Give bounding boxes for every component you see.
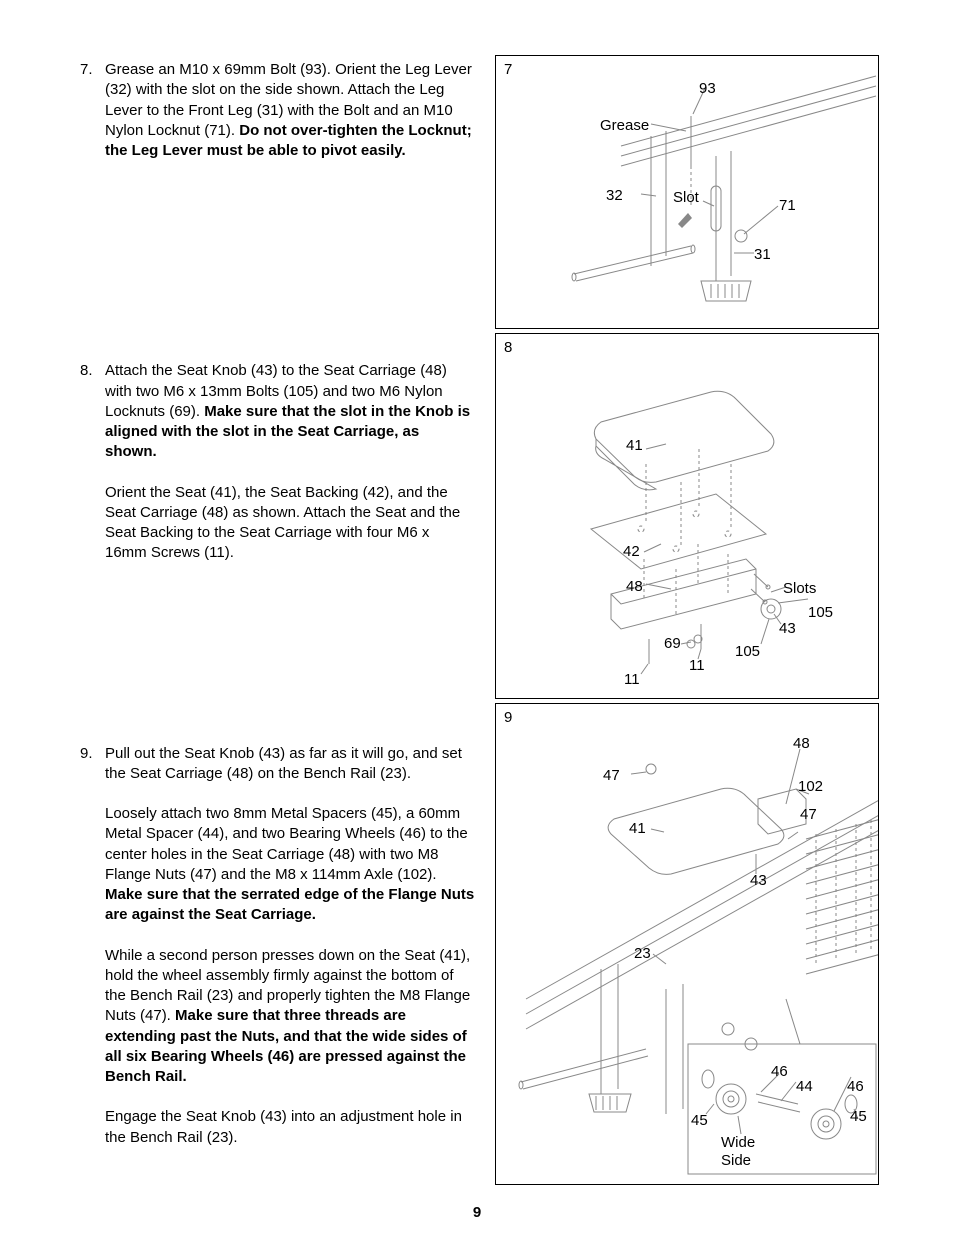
label-43: 43 xyxy=(779,619,796,639)
label-slot: Slot xyxy=(673,188,699,208)
step-number: 7. xyxy=(75,60,105,161)
instruction-step: 8.Attach the Seat Knob (43) to the Seat … xyxy=(75,361,475,563)
label-41: 41 xyxy=(629,819,646,839)
label-11b: 11 xyxy=(689,656,705,676)
step-paragraph: Pull out the Seat Knob (43) as far as it… xyxy=(105,744,475,785)
page-number: 9 xyxy=(473,1203,481,1223)
step-text: Pull out the Seat Knob (43) as far as it… xyxy=(105,744,475,1148)
label-wideside: WideSide xyxy=(721,1134,755,1170)
label-grease: Grease xyxy=(600,116,649,136)
label-42: 42 xyxy=(623,542,640,562)
label-69: 69 xyxy=(664,634,681,654)
instruction-step: 9.Pull out the Seat Knob (43) as far as … xyxy=(75,744,475,1148)
label-31: 31 xyxy=(754,245,771,265)
label-48: 48 xyxy=(626,577,643,597)
diagram-column: 7 xyxy=(495,55,879,1185)
label-105b: 105 xyxy=(735,642,760,662)
label-44: 44 xyxy=(796,1077,813,1097)
step-paragraph: While a second person presses down on th… xyxy=(105,946,475,1088)
label-48: 48 xyxy=(793,734,810,754)
instruction-step: 7.Grease an M10 x 69mm Bolt (93). Orient… xyxy=(75,60,475,161)
label-102: 102 xyxy=(798,777,823,797)
label-32: 32 xyxy=(606,186,623,206)
label-47b: 47 xyxy=(800,805,817,825)
instruction-column: 7.Grease an M10 x 69mm Bolt (93). Orient… xyxy=(75,55,475,1185)
diagram-7: 7 xyxy=(495,55,879,329)
step-paragraph: Grease an M10 x 69mm Bolt (93). Orient t… xyxy=(105,60,475,161)
label-45b: 45 xyxy=(850,1107,867,1127)
step-text: Attach the Seat Knob (43) to the Seat Ca… xyxy=(105,361,475,563)
label-slots: Slots xyxy=(783,579,816,599)
label-43: 43 xyxy=(750,871,767,891)
step-number: 8. xyxy=(75,361,105,563)
label-23: 23 xyxy=(634,944,651,964)
label-71: 71 xyxy=(779,196,796,216)
step-number: 9. xyxy=(75,744,105,1148)
label-46b: 46 xyxy=(847,1077,864,1097)
label-105a: 105 xyxy=(808,603,833,623)
label-47a: 47 xyxy=(603,766,620,786)
diagram-8-svg xyxy=(496,334,879,699)
diagram-9: 9 xyxy=(495,703,879,1185)
diagram-8: 8 xyxy=(495,333,879,699)
label-46a: 46 xyxy=(771,1062,788,1082)
label-11a: 11 xyxy=(624,670,640,690)
step-text: Grease an M10 x 69mm Bolt (93). Orient t… xyxy=(105,60,475,161)
step-paragraph: Loosely attach two 8mm Metal Spacers (45… xyxy=(105,804,475,926)
step-paragraph: Attach the Seat Knob (43) to the Seat Ca… xyxy=(105,361,475,462)
page: 7.Grease an M10 x 69mm Bolt (93). Orient… xyxy=(0,0,954,1235)
label-41: 41 xyxy=(626,436,643,456)
content-columns: 7.Grease an M10 x 69mm Bolt (93). Orient… xyxy=(75,55,879,1185)
label-93: 93 xyxy=(699,79,716,99)
label-45a: 45 xyxy=(691,1111,708,1131)
step-paragraph: Orient the Seat (41), the Seat Backing (… xyxy=(105,483,475,564)
step-paragraph: Engage the Seat Knob (43) into an adjust… xyxy=(105,1107,475,1148)
